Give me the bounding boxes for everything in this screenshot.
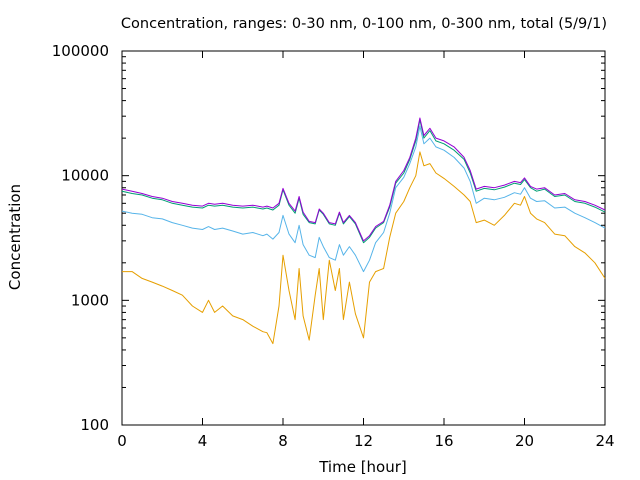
series-layer [121, 117, 606, 345]
x-tick-label: 8 [278, 432, 288, 450]
y-tick-label: 10000 [61, 167, 109, 185]
x-axis-label: Time [hour] [318, 458, 407, 476]
plot-frame [121, 50, 606, 426]
series-line-3 [121, 125, 606, 273]
x-tick-label: 24 [595, 432, 614, 450]
series-line-2 [121, 119, 606, 244]
plot-area [121, 50, 606, 426]
y-tick-label: 1000 [71, 291, 109, 309]
x-tick-label: 4 [198, 432, 208, 450]
y-tick-label: 100 [80, 416, 109, 434]
x-tick-label: 12 [354, 432, 373, 450]
axis-ticks: 0 4 8 12 16 20 24 100 1000 10000 100000 [52, 42, 615, 450]
series-line-4 [122, 151, 606, 345]
y-axis-label: Concentration [6, 184, 24, 290]
chart-title: Concentration, ranges: 0-30 nm, 0-100 nm… [121, 16, 607, 32]
x-tick-label: 0 [117, 432, 127, 450]
x-tick-label: 20 [515, 432, 534, 450]
x-tick-label: 16 [434, 432, 453, 450]
series-line-1 [121, 117, 606, 242]
y-tick-label: 100000 [52, 42, 109, 60]
